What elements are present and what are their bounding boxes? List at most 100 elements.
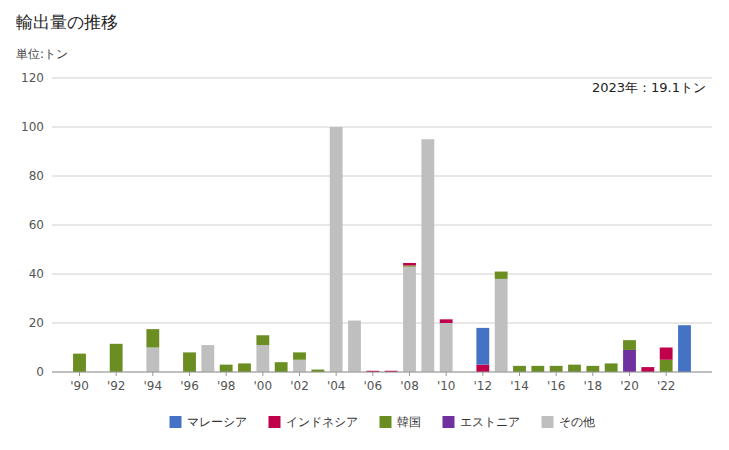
grid-line (52, 127, 712, 128)
legend-label: エストニア (460, 415, 520, 429)
bar-segment (605, 363, 618, 372)
bar-segment (495, 272, 508, 279)
y-tick-label: 60 (29, 218, 44, 232)
bar-segment (678, 325, 691, 372)
bar-segment (183, 352, 196, 353)
legend-swatch (170, 416, 182, 428)
bar-segment (641, 367, 654, 368)
x-tick (666, 372, 667, 376)
bar-segment (403, 263, 416, 265)
bar-segment (146, 329, 159, 347)
bar-segment (421, 139, 434, 140)
bar-segment (550, 366, 563, 372)
bar-segment (605, 363, 618, 364)
x-tick (446, 372, 447, 376)
x-tick (189, 372, 190, 376)
bar-segment (403, 265, 416, 266)
bar-segment (550, 365, 563, 366)
bar-segment (183, 352, 196, 372)
x-tick-label: '22 (657, 379, 676, 393)
bar-segment (403, 266, 416, 267)
x-tick (79, 372, 80, 376)
x-tick (592, 372, 593, 376)
x-tick-label: '04 (327, 379, 346, 393)
bar-segment (513, 366, 526, 372)
legend: マレーシアインドネシア韓国エストニアその他 (170, 415, 595, 429)
bar-segment (146, 329, 159, 330)
bar-segment (293, 360, 306, 372)
bar-segment (256, 335, 269, 336)
bar-segment (330, 127, 343, 128)
x-tick-label: '10 (437, 379, 456, 393)
bar-segment (513, 365, 526, 366)
bar-segment (348, 320, 361, 321)
bar-segment (275, 362, 288, 363)
bar-segment (256, 345, 269, 372)
x-tick-label: '92 (107, 379, 126, 393)
bar-segment (366, 370, 379, 371)
bar-segment (238, 363, 251, 372)
bar-segment (586, 365, 599, 366)
grid-line (52, 78, 712, 79)
bar-segment (110, 343, 123, 344)
legend-label: 韓国 (397, 415, 421, 429)
bar-segment (421, 139, 434, 140)
bar-segment (568, 364, 581, 365)
legend-label: マレーシア (187, 415, 247, 429)
legend-swatch (269, 416, 281, 428)
bar-segment (311, 369, 324, 370)
x-tick-label: '16 (547, 379, 566, 393)
bar-segment (73, 353, 86, 354)
bar-segment (348, 321, 361, 372)
bar-segment (513, 365, 526, 366)
bar-segment (293, 352, 306, 353)
bar-segment (330, 127, 343, 128)
x-axis-line (52, 372, 712, 373)
series (73, 265, 673, 372)
x-tick-label: '02 (290, 379, 309, 393)
annotation: 2023年：19.1トン (592, 80, 706, 95)
bar-segment (550, 365, 563, 366)
y-tick-label: 80 (29, 169, 44, 183)
x-tick-label: '14 (510, 379, 529, 393)
bar-segment (275, 362, 288, 363)
bar-segment (348, 320, 361, 321)
y-tick-label: 20 (29, 316, 44, 330)
bar-segment (220, 364, 233, 365)
bar-segment (183, 352, 196, 353)
legend-item: 韓国 (380, 415, 421, 429)
bar-segment (641, 367, 654, 372)
bar-segment (403, 267, 416, 372)
series (146, 127, 507, 372)
x-tick-label: '98 (217, 379, 236, 393)
bar-segment (311, 369, 324, 370)
bar-segment (238, 363, 251, 364)
grid-line (52, 274, 712, 275)
bar-segment (440, 319, 453, 320)
y-tick-label: 40 (29, 267, 44, 281)
series (366, 263, 672, 372)
bar-segment (220, 365, 233, 372)
bar-segment (660, 347, 673, 348)
bar-segment (275, 362, 288, 372)
legend-swatch (542, 416, 554, 428)
x-tick-label: '12 (474, 379, 493, 393)
x-tick (629, 372, 630, 376)
x-tick-label: '08 (400, 379, 419, 393)
x-tick (372, 372, 373, 376)
series (623, 350, 636, 372)
bar-segment (531, 365, 544, 366)
bar-segment (348, 320, 361, 321)
bar-segment (238, 363, 251, 364)
grid-line (52, 372, 712, 373)
bar-segment (110, 344, 123, 372)
bar-segment (293, 352, 306, 359)
grid-line (52, 225, 712, 226)
x-tick (409, 372, 410, 376)
bar-segment (605, 363, 618, 364)
bar-segment (73, 353, 86, 354)
bar-segment (220, 364, 233, 365)
x-tick (482, 372, 483, 376)
x-tick-label: '96 (180, 379, 199, 393)
bar-segment (495, 271, 508, 272)
